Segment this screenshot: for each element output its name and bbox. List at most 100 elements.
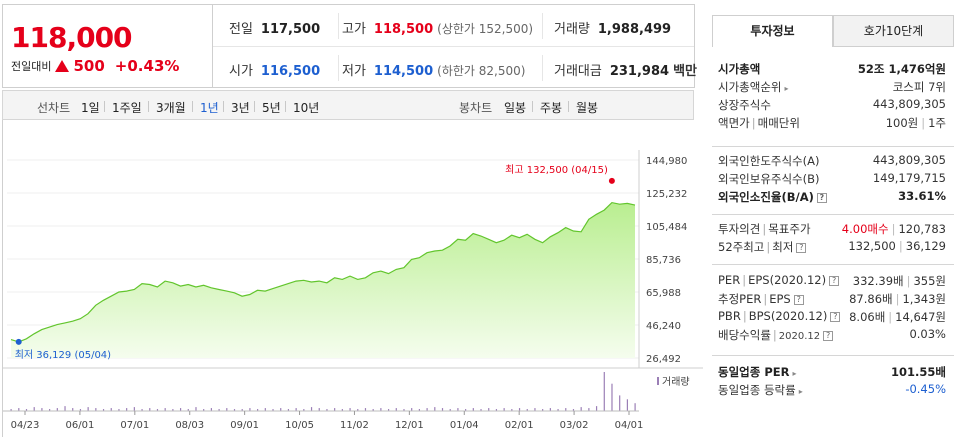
sector-section: 동일업종 PER ▸ 101.55배 동일업종 등락률 ▸ -0.45% [712, 355, 954, 398]
info-tabs: 투자정보 호가10단계 [712, 15, 954, 47]
pipe: | [762, 222, 767, 236]
caret-icon: ▸ [792, 369, 797, 378]
period-10y-button[interactable]: 10년 [293, 101, 320, 115]
x-tick-label: 11/02 [340, 420, 369, 431]
div-label: 배당수익률 | 2020.12? [718, 327, 834, 343]
help-icon[interactable]: ? [829, 276, 840, 286]
stat-value: 117,500 [260, 22, 321, 37]
help-icon[interactable]: ? [796, 243, 807, 253]
max-annotation: 최고 132,500 (04/15) [505, 164, 608, 176]
info-row: 외국인보유주식수(B) 149,179,715 [712, 169, 954, 187]
period-1y-button[interactable]: 1년 [200, 101, 219, 115]
lower-limit: (하한가 82,500) [437, 64, 526, 78]
tab-investment-info[interactable]: 투자정보 [712, 15, 833, 47]
stat-label: 고가 [342, 22, 366, 37]
info-row: 상장주식수 443,809,305 [712, 95, 954, 113]
volume-bar [187, 409, 189, 411]
stat-unit: 백만 [673, 64, 697, 79]
volume-bar [611, 383, 613, 411]
volume-bar [557, 409, 559, 411]
info-row: PER | EPS(2020.12)? 332.39배 | 355원 [712, 271, 954, 289]
w52-value: 132,500 | 36,129 [848, 239, 946, 253]
volume-bar [33, 407, 35, 411]
stat-label: 거래량 [554, 22, 590, 37]
stat-low: 저가 114,500 (하한가 82,500) [342, 60, 525, 79]
separator [104, 101, 105, 112]
volume-bar [257, 409, 259, 411]
candle-daily-button[interactable]: 일봉 [504, 101, 527, 115]
period-1d-button[interactable]: 1일 [81, 101, 100, 115]
volume-bar [272, 409, 274, 411]
pbr-bps-label: PBR | BPS(2020.12)? [718, 309, 841, 323]
volume-bar [595, 406, 598, 411]
volume-bar [588, 408, 590, 411]
period-1w-button[interactable]: 1주일 [112, 101, 142, 115]
volume-bar [203, 409, 205, 411]
help-icon[interactable]: ? [816, 193, 827, 203]
help-icon[interactable]: ? [823, 331, 834, 341]
separator [148, 101, 149, 112]
info-row: PBR | BPS(2020.12)? 8.06배 | 14,647원 [712, 307, 954, 325]
tab-order-book[interactable]: 호가10단계 [833, 15, 954, 47]
stat-value: 114,500 [373, 64, 434, 79]
face-label: 액면가 [718, 116, 750, 130]
price-chart[interactable]: 최고 132,500 (04/15) 최저 36,129 (05/04) 144,… [2, 120, 703, 437]
info-row: 추정PER | EPS? 87.86배 | 1,343원 [712, 289, 954, 307]
sector-per-label: 동일업종 PER ▸ [718, 364, 796, 380]
stat-label: 거래대금 [554, 64, 602, 79]
pipe: | [763, 292, 768, 306]
face-unit-label: 액면가 | 매매단위 [718, 115, 800, 131]
foreign-ratio-value: 33.61% [898, 189, 946, 203]
y-tick-label: 105,484 [646, 222, 687, 233]
volume-bar [549, 408, 551, 411]
help-icon[interactable]: ? [793, 295, 804, 305]
volume-bar [441, 408, 444, 411]
pbr-bps-value: 8.06배 | 14,647원 [849, 309, 946, 325]
tab-underline [833, 46, 954, 47]
period-5y-button[interactable]: 5년 [262, 101, 281, 115]
candle-weekly-button[interactable]: 주봉 [540, 101, 563, 115]
stat-value: 118,500 [373, 22, 434, 37]
candle-monthly-button[interactable]: 월봉 [576, 101, 599, 115]
volume-bar [603, 372, 605, 411]
volume-bar [25, 409, 28, 411]
foreign-hold-label: 외국인보유주식수(B) [718, 172, 820, 186]
divider [338, 13, 339, 39]
foreign-hold-value: 149,179,715 [872, 171, 946, 185]
period-3m-button[interactable]: 3개월 [156, 101, 186, 115]
volume-bar [626, 399, 628, 411]
bps-label: BPS(2020.12) [748, 309, 828, 323]
volume-bar [110, 408, 112, 411]
x-tick-label: 09/01 [230, 420, 259, 431]
volume-bar [472, 408, 474, 411]
w52-low-value: 36,129 [905, 239, 946, 253]
volume-bar [233, 409, 236, 411]
x-tick-label: 12/01 [395, 420, 424, 431]
eps-value: 355원 [913, 274, 946, 288]
volume-bar [434, 407, 436, 411]
pipe: | [742, 309, 747, 323]
info-row: 외국인소진율(B/A)? 33.61% [712, 187, 954, 205]
price-line [10, 201, 636, 343]
pipe: | [898, 239, 903, 253]
volume-bar [403, 409, 405, 411]
volume-legend-swatch [657, 377, 659, 385]
div-value: 0.03% [909, 327, 946, 341]
help-icon[interactable]: ? [830, 312, 841, 322]
market-cap-label: 시가총액 [718, 62, 761, 76]
volume-bar [133, 407, 135, 411]
period-3y-button[interactable]: 3년 [231, 101, 250, 115]
volume-bar [387, 409, 390, 411]
y-tick-label: 144,980 [646, 156, 687, 167]
sector-per-text: 동일업종 PER [718, 365, 790, 379]
volume-bar [349, 408, 351, 411]
line-chart-label: 선차트 [37, 101, 71, 115]
volume-bar [56, 408, 58, 411]
stat-label: 시가 [229, 64, 253, 79]
volume-bar [495, 409, 498, 411]
min-marker [15, 338, 22, 345]
volume-bar [72, 408, 74, 411]
volume-bar [542, 409, 544, 411]
min-annotation: 최저 36,129 (05/04) [15, 349, 111, 361]
volume-bar [380, 408, 382, 411]
